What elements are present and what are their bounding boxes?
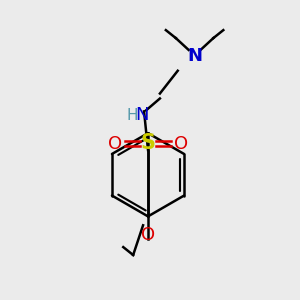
Text: S: S	[140, 133, 155, 153]
Text: O: O	[174, 135, 188, 153]
Text: O: O	[108, 135, 122, 153]
Text: N: N	[135, 106, 149, 124]
Text: H: H	[126, 108, 138, 123]
Text: O: O	[141, 226, 155, 244]
Text: N: N	[187, 47, 202, 65]
